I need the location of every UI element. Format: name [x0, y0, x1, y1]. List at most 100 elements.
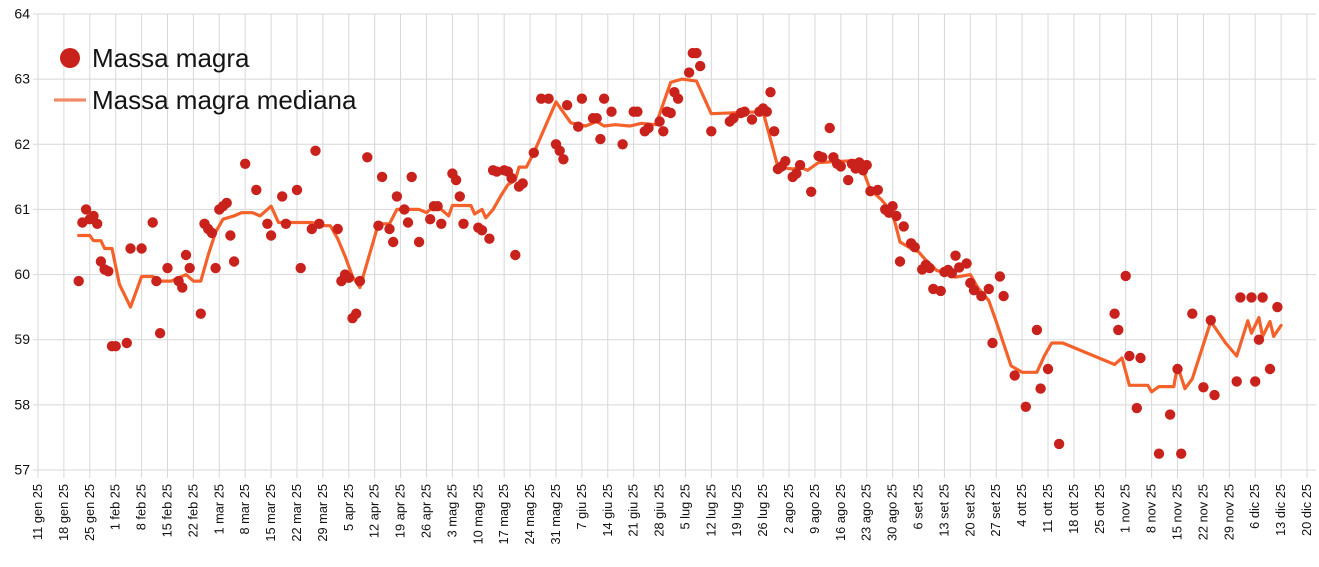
data-point — [251, 184, 262, 196]
data-point — [543, 93, 554, 104]
data-point — [277, 191, 288, 202]
x-tick-label: 29 nov 25 — [1221, 484, 1236, 540]
data-point — [536, 93, 547, 104]
data-point — [1113, 324, 1124, 336]
y-tick-label: 57 — [14, 462, 30, 478]
x-tick-label: 1 mar 25 — [211, 484, 226, 535]
data-point — [898, 221, 909, 232]
x-tick-label: 1 feb 25 — [108, 484, 123, 530]
data-point — [983, 283, 994, 295]
data-point — [95, 256, 107, 267]
data-point — [125, 243, 136, 254]
median-line-series — [77, 77, 1283, 394]
x-tick-label: 25 gen 25 — [82, 484, 97, 541]
data-point — [780, 156, 791, 167]
data-point — [136, 243, 147, 254]
data-point — [413, 236, 425, 248]
data-point — [351, 308, 362, 319]
data-point — [950, 250, 961, 261]
data-point — [88, 210, 99, 222]
x-tick-label: 23 ago 25 — [859, 484, 874, 541]
data-point — [595, 133, 606, 145]
data-point — [573, 121, 584, 132]
data-point — [228, 256, 240, 267]
y-tick-label: 64 — [14, 6, 30, 22]
data-point — [484, 233, 495, 244]
data-point — [561, 100, 573, 111]
legend-label-massa-magra: Massa magra — [92, 43, 250, 73]
data-point — [262, 218, 273, 229]
data-point — [432, 201, 443, 212]
data-point — [691, 47, 702, 59]
scatter-series — [73, 47, 1283, 459]
x-tick-label: 1 nov 25 — [1118, 484, 1133, 533]
vertical-gridlines — [37, 14, 1308, 479]
x-tick-label: 22 mar 25 — [289, 484, 304, 542]
data-point — [184, 262, 195, 274]
horizontal-gridlines — [33, 13, 1316, 471]
x-tick-label: 19 lug 25 — [729, 484, 744, 537]
x-tick-label: 18 gen 25 — [56, 484, 71, 541]
y-axis-labels: 64 63 62 61 60 59 58 57 — [14, 6, 30, 478]
data-point — [1231, 376, 1242, 387]
data-point — [240, 158, 251, 169]
data-point — [769, 126, 780, 137]
data-point — [177, 282, 188, 293]
x-tick-label: 11 ott 25 — [1040, 484, 1055, 533]
x-tick-label: 11 gen 25 — [30, 484, 45, 540]
data-point — [221, 197, 232, 209]
data-point — [672, 93, 684, 104]
x-tick-label: 13 dic 25 — [1273, 484, 1288, 536]
data-point — [402, 217, 414, 228]
x-tick-label: 2 ago 25 — [781, 484, 796, 534]
data-point — [994, 271, 1006, 282]
data-point — [765, 87, 776, 98]
data-point — [180, 249, 192, 261]
data-point — [121, 337, 132, 349]
data-point — [909, 242, 920, 253]
data-point — [658, 126, 669, 137]
data-point — [103, 266, 114, 277]
data-point — [1187, 308, 1198, 319]
data-point — [817, 152, 828, 163]
data-point — [695, 60, 706, 72]
data-point — [998, 290, 1009, 302]
y-tick-label: 61 — [14, 201, 30, 217]
data-point — [195, 308, 206, 319]
data-point — [373, 220, 384, 231]
data-point — [554, 145, 565, 156]
data-point — [861, 159, 872, 171]
data-point — [591, 113, 602, 124]
data-point — [576, 93, 588, 104]
data-point — [436, 218, 447, 229]
data-point — [617, 139, 628, 150]
data-point — [310, 145, 321, 156]
data-point — [1257, 292, 1268, 303]
x-tick-label: 16 ago 25 — [833, 484, 848, 541]
data-point — [1035, 383, 1046, 394]
data-point — [510, 249, 521, 261]
data-point — [1053, 438, 1065, 450]
x-tick-label: 15 mar 25 — [263, 484, 278, 542]
data-point — [384, 223, 395, 235]
data-point — [1272, 301, 1283, 313]
x-tick-label: 6 set 25 — [911, 484, 926, 530]
x-tick-label: 6 dic 25 — [1247, 484, 1262, 529]
data-point — [706, 126, 717, 137]
data-point — [399, 204, 410, 215]
data-point — [558, 154, 569, 165]
data-point — [406, 171, 417, 183]
data-point — [961, 258, 972, 269]
data-point — [739, 106, 750, 117]
x-tick-label: 15 feb 25 — [159, 484, 174, 537]
data-point — [162, 262, 173, 274]
x-tick-label: 15 nov 25 — [1170, 484, 1185, 540]
data-point — [976, 290, 987, 302]
data-point — [454, 191, 465, 202]
data-point — [314, 218, 325, 229]
x-tick-label: 4 ott 25 — [1014, 484, 1029, 527]
data-point — [154, 328, 166, 339]
data-point — [1209, 389, 1220, 401]
data-point — [968, 285, 980, 296]
